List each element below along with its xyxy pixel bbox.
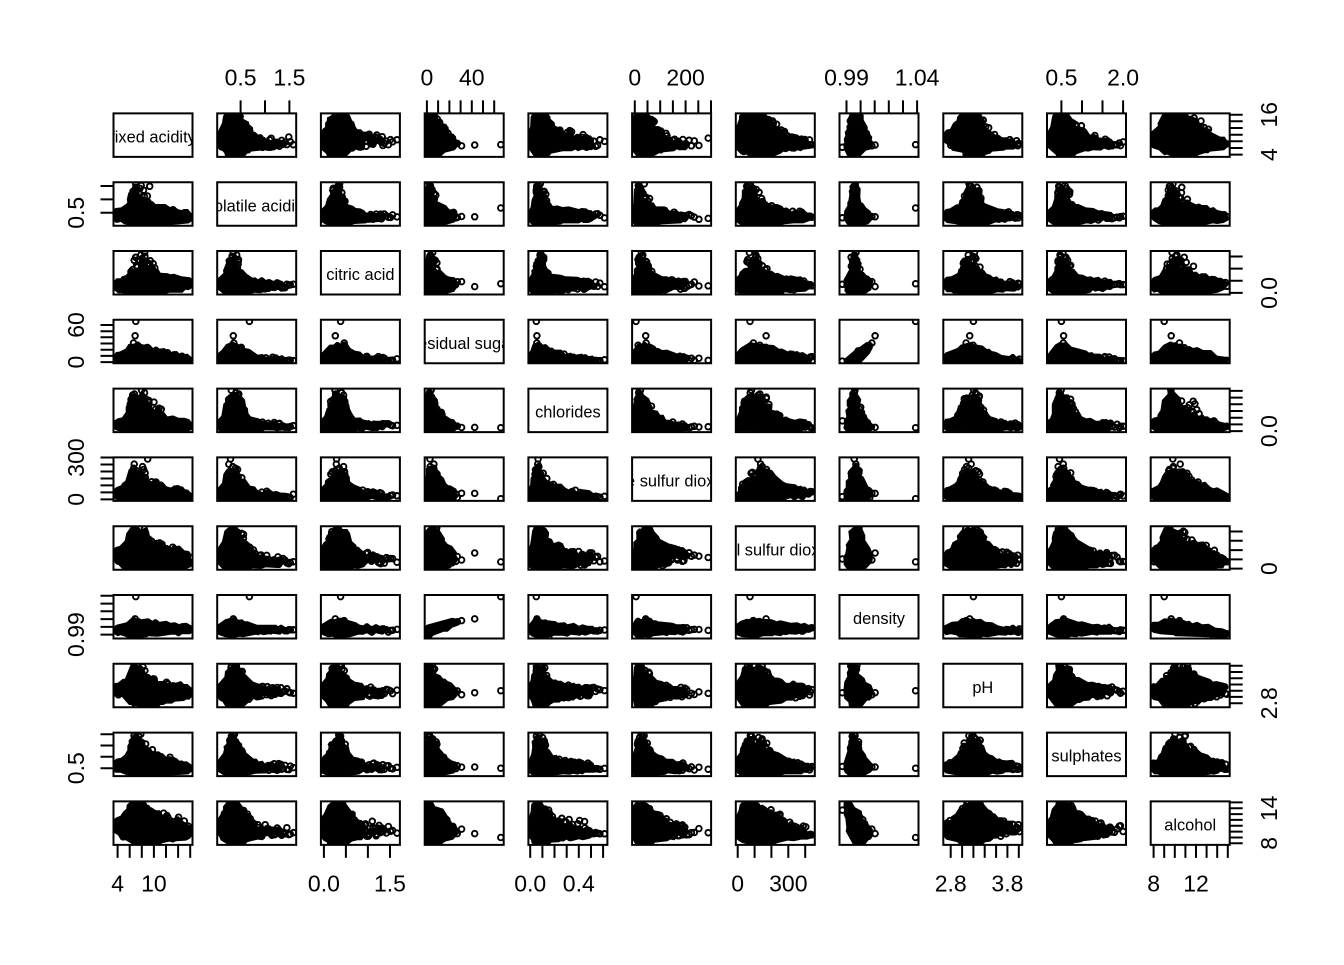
svg-text:0.0: 0.0 bbox=[308, 871, 340, 897]
svg-text:0.5: 0.5 bbox=[63, 752, 89, 784]
svg-text:0.99: 0.99 bbox=[824, 64, 869, 90]
svg-text:0.0: 0.0 bbox=[514, 871, 546, 897]
svg-text:0: 0 bbox=[1256, 562, 1282, 575]
svg-text:free sulfur dioxide: free sulfur dioxide bbox=[607, 473, 736, 491]
svg-text:4: 4 bbox=[1256, 148, 1282, 161]
svg-text:pH: pH bbox=[972, 679, 993, 697]
svg-text:0: 0 bbox=[63, 356, 89, 369]
svg-text:2.0: 2.0 bbox=[1107, 64, 1139, 90]
svg-text:0: 0 bbox=[628, 64, 641, 90]
svg-text:citric acid: citric acid bbox=[326, 266, 394, 284]
svg-text:total sulfur dioxide: total sulfur dioxide bbox=[709, 541, 841, 559]
svg-text:10: 10 bbox=[141, 871, 167, 897]
svg-text:density: density bbox=[853, 610, 906, 628]
svg-text:0.5: 0.5 bbox=[1045, 64, 1077, 90]
svg-text:0: 0 bbox=[63, 493, 89, 506]
svg-text:0.99: 0.99 bbox=[63, 612, 89, 657]
svg-text:12: 12 bbox=[1183, 871, 1209, 897]
svg-text:40: 40 bbox=[459, 64, 485, 90]
svg-text:1.5: 1.5 bbox=[273, 64, 305, 90]
svg-text:sulphates: sulphates bbox=[1051, 748, 1121, 766]
svg-text:0: 0 bbox=[421, 64, 434, 90]
svg-text:8: 8 bbox=[1147, 871, 1160, 897]
svg-text:3.8: 3.8 bbox=[991, 871, 1023, 897]
svg-text:0.4: 0.4 bbox=[563, 871, 595, 897]
svg-text:0.0: 0.0 bbox=[1256, 277, 1282, 309]
svg-text:chlorides: chlorides bbox=[535, 404, 601, 422]
svg-text:4: 4 bbox=[111, 871, 124, 897]
svg-text:14: 14 bbox=[1256, 795, 1282, 821]
svg-text:1.04: 1.04 bbox=[895, 64, 940, 90]
svg-text:8: 8 bbox=[1256, 837, 1282, 850]
svg-text:0.0: 0.0 bbox=[1256, 415, 1282, 447]
svg-text:300: 300 bbox=[769, 871, 807, 897]
svg-text:2.8: 2.8 bbox=[1256, 687, 1282, 719]
svg-text:alcohol: alcohol bbox=[1164, 817, 1216, 835]
svg-text:300: 300 bbox=[63, 438, 89, 476]
svg-text:0: 0 bbox=[731, 871, 744, 897]
svg-text:volatile acidity: volatile acidity bbox=[206, 197, 309, 215]
svg-text:200: 200 bbox=[666, 64, 704, 90]
svg-text:60: 60 bbox=[63, 312, 89, 338]
svg-text:0.5: 0.5 bbox=[225, 64, 257, 90]
svg-text:16: 16 bbox=[1256, 102, 1282, 128]
svg-text:residual sugar: residual sugar bbox=[413, 335, 516, 353]
svg-text:2.8: 2.8 bbox=[935, 871, 967, 897]
svg-text:0.5: 0.5 bbox=[63, 197, 89, 229]
svg-text:fixed acidity: fixed acidity bbox=[110, 129, 196, 147]
svg-text:1.5: 1.5 bbox=[374, 871, 406, 897]
